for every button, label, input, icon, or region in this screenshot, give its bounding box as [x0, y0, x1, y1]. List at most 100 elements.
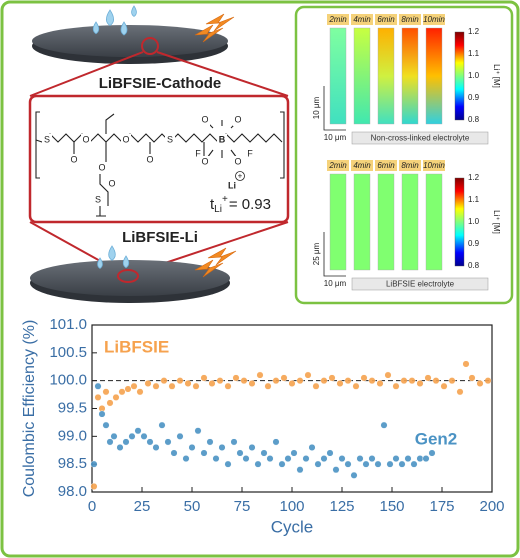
data-point	[152, 443, 160, 452]
atom-bg	[233, 156, 243, 168]
data-point	[336, 379, 344, 388]
data-point	[176, 377, 184, 385]
data-point	[164, 438, 172, 446]
time-label-bg	[423, 160, 445, 171]
data-point	[102, 421, 110, 429]
data-point	[130, 382, 138, 390]
data-point	[386, 460, 394, 468]
colorbar-tick-label: 1.1	[468, 195, 480, 204]
atom-label: O	[234, 114, 241, 124]
data-point	[368, 377, 376, 385]
data-point	[232, 374, 240, 382]
data-point	[320, 455, 328, 463]
data-point	[284, 455, 292, 463]
time-label: 10min	[423, 161, 445, 170]
data-point	[98, 410, 106, 418]
scale-bar	[323, 232, 346, 277]
data-point	[320, 377, 328, 385]
data-point	[158, 421, 166, 429]
time-label-bg	[399, 160, 421, 171]
time-label: 6min	[377, 15, 395, 24]
y-tick-label: 101.0	[49, 316, 87, 333]
concentration-strip	[329, 173, 347, 271]
atom-bg	[42, 134, 52, 146]
data-point	[272, 438, 280, 446]
concentration-strip	[401, 27, 419, 125]
data-point	[248, 443, 256, 452]
data-point	[484, 377, 492, 385]
droplet	[108, 245, 116, 261]
cathode-label: LiBFSIE-Cathode	[99, 75, 222, 92]
colorbar-label: Li⁺ [M]	[492, 210, 501, 234]
data-point	[110, 432, 118, 440]
data-point	[206, 438, 214, 446]
data-point	[224, 460, 232, 468]
atom-label: O	[234, 156, 241, 166]
data-point	[416, 455, 424, 463]
atom-label: O	[122, 134, 129, 144]
zoom-lines	[29, 51, 289, 273]
data-point	[314, 460, 322, 468]
data-point	[112, 393, 120, 401]
data-point	[280, 374, 288, 382]
x-tick-label: 100	[279, 498, 304, 515]
data-point	[400, 377, 408, 385]
atom-bg	[217, 134, 227, 146]
atom-bg	[69, 154, 79, 166]
data-point	[160, 377, 168, 385]
concentration-strip	[425, 27, 443, 125]
data-point	[288, 379, 296, 388]
atom-label: B	[219, 134, 226, 144]
time-label-bg	[423, 14, 445, 25]
atom-bg	[165, 134, 175, 146]
data-point	[194, 427, 202, 435]
data-point	[410, 460, 418, 468]
atom-label: Li	[228, 180, 236, 190]
data-point	[134, 427, 142, 435]
time-label-bg	[351, 160, 373, 171]
data-point	[344, 377, 352, 385]
data-point	[260, 449, 268, 457]
data-point	[170, 449, 178, 457]
data-point	[416, 379, 424, 388]
ion-charge: +	[238, 172, 243, 181]
x-axis-label: Cycle	[271, 517, 314, 536]
data-point	[468, 374, 476, 382]
data-point	[106, 399, 114, 407]
concentration-strip	[377, 173, 395, 271]
droplet	[106, 9, 114, 27]
x-tick-label: 0	[88, 498, 96, 515]
scale-horizontal: 10 μm	[324, 133, 347, 142]
data-point	[368, 455, 376, 463]
droplet	[97, 257, 103, 269]
data-point	[216, 377, 224, 385]
atom-label: O	[201, 114, 208, 124]
data-point	[384, 371, 392, 379]
atom-bg	[107, 178, 117, 190]
atom-bg	[245, 148, 255, 160]
data-point	[264, 382, 272, 390]
panel-caption: LiBFSIE electrolyte	[386, 280, 455, 289]
colorbar-tick-label: 0.8	[468, 261, 480, 270]
data-point	[224, 382, 232, 390]
panel-caption: Non-cross-linked electrolyte	[371, 134, 470, 143]
data-point	[328, 374, 336, 382]
transference-number: tLi+= 0.93	[210, 194, 271, 215]
data-point	[144, 379, 152, 388]
data-point	[128, 432, 136, 440]
concentration-strip	[353, 27, 371, 125]
time-label: 8min	[401, 161, 419, 170]
data-point	[290, 449, 298, 457]
data-point	[102, 388, 110, 396]
time-label: 10min	[423, 15, 445, 24]
scale-bar	[323, 86, 346, 131]
atom-bg	[97, 162, 107, 174]
y-tick-label: 98.5	[58, 455, 87, 472]
time-label-bg	[327, 160, 349, 171]
data-point	[304, 371, 312, 379]
atom-label: O	[201, 156, 208, 166]
data-point	[312, 382, 320, 390]
data-point	[392, 382, 400, 390]
series-label: LiBFSIE	[104, 337, 169, 356]
